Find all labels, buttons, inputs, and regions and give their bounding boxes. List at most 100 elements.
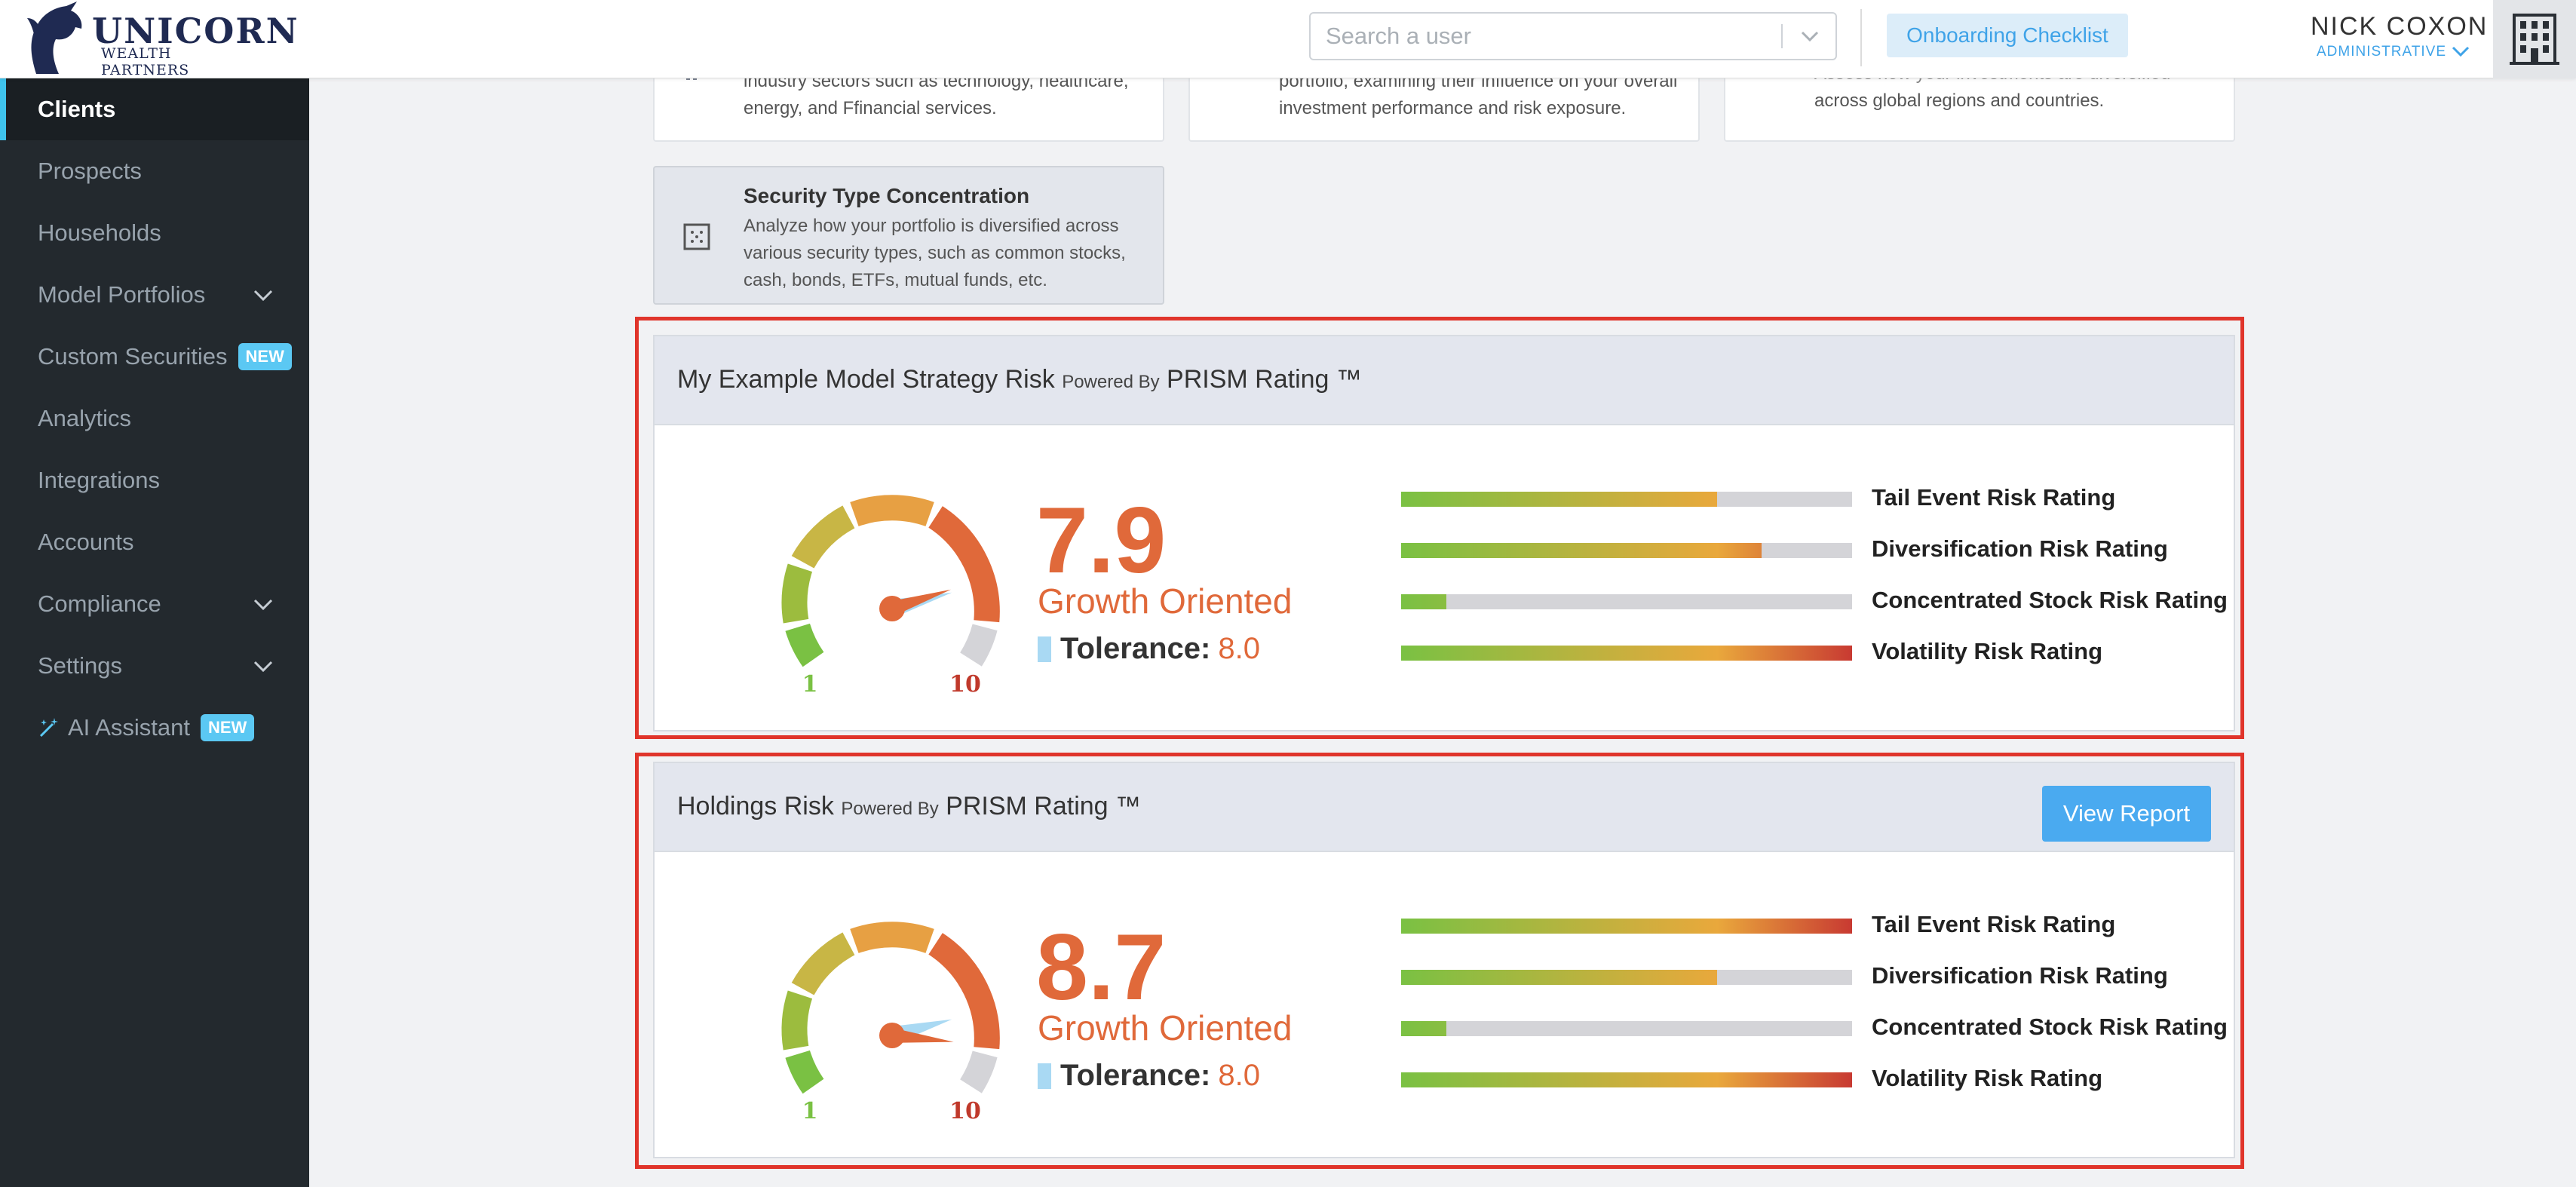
- panel-header: Holdings Risk Powered By PRISM Rating ™ …: [655, 763, 2234, 852]
- sidebar-item-label: Model Portfolios: [38, 281, 206, 308]
- sidebar-item-label: Prospects: [38, 158, 142, 184]
- diversification-risk-bar: [1401, 970, 1852, 985]
- tail-event-risk-bar: [1401, 919, 1852, 934]
- chevron-down-icon[interactable]: [252, 658, 274, 674]
- building-icon: [2510, 14, 2559, 65]
- card-title: Security Type Concentration: [744, 184, 1030, 207]
- bar-fill: [1401, 1072, 1852, 1087]
- risk-score: 7.9: [1036, 489, 1167, 593]
- concentrated-stock-risk-label: Concentrated Stock Risk Rating: [1872, 587, 2228, 613]
- view-report-button[interactable]: View Report: [2042, 786, 2211, 842]
- user-menu-chevron-icon[interactable]: [2449, 42, 2472, 60]
- holdings-risk-panel: Holdings Risk Powered By PRISM Rating ™ …: [653, 762, 2235, 1158]
- brand-name: UNICORN: [92, 11, 299, 51]
- header-divider: [1860, 9, 1862, 66]
- sidebar-item-compliance[interactable]: Compliance: [0, 573, 309, 635]
- volatility-risk-label: Volatility Risk Rating: [1872, 638, 2103, 664]
- onboarding-checklist-button[interactable]: Onboarding Checklist: [1887, 14, 2128, 57]
- gauge-seg-orange: [850, 922, 934, 954]
- tail-event-risk-label: Tail Event Risk Rating: [1872, 484, 2116, 511]
- gauge-seg-grey: [959, 1051, 998, 1093]
- sidebar-item-label: Settings: [38, 652, 123, 679]
- new-badge: NEW: [238, 343, 292, 370]
- brand-logo[interactable]: UNICORN WEALTH PARTNERS: [23, 2, 298, 78]
- score-needle: [889, 589, 951, 616]
- bar-fill: [1401, 1021, 1446, 1036]
- tolerance-label: Tolerance:: [1060, 1059, 1211, 1092]
- volatility-risk-label: Volatility Risk Rating: [1872, 1065, 2103, 1091]
- chevron-down-icon[interactable]: [252, 287, 274, 303]
- wand-icon: [38, 716, 60, 739]
- user-name[interactable]: NICK COXON: [2311, 12, 2489, 41]
- tolerance-value: 8.0: [1218, 632, 1260, 665]
- concentrated-stock-risk-bar: [1401, 1021, 1852, 1036]
- chevron-down-icon[interactable]: [1796, 24, 1823, 48]
- new-badge: NEW: [200, 714, 255, 741]
- gauge-seg-orange: [850, 495, 934, 527]
- bar-fill: [1401, 492, 1717, 507]
- gauge-seg-yellow: [791, 505, 855, 569]
- risk-tolerance: Tolerance: 8.0: [1038, 1059, 1260, 1093]
- analysis-card-text: industry sectors such as technology, hea…: [744, 71, 1129, 118]
- sidebar-item-label: Integrations: [38, 467, 160, 493]
- needle-hub: [879, 1023, 905, 1048]
- firm-switcher[interactable]: [2493, 0, 2576, 78]
- brand-subtitle: WEALTH PARTNERS: [101, 45, 190, 78]
- sidebar-item-accounts[interactable]: Accounts: [0, 511, 309, 573]
- gauge-seg-green: [785, 1050, 824, 1094]
- gauge-min-label: 1: [802, 1098, 818, 1122]
- chevron-down-icon[interactable]: [252, 596, 274, 612]
- sidebar-item-ai-assistant[interactable]: AI Assistant NEW: [0, 697, 309, 759]
- model-strategy-risk-panel: My Example Model Strategy Risk Powered B…: [653, 335, 2235, 732]
- sidebar-item-clients[interactable]: Clients: [0, 78, 309, 140]
- volatility-risk-bar: [1401, 646, 1852, 661]
- gauge-seg-lightgreen: [781, 990, 813, 1051]
- sidebar-item-analytics[interactable]: Analytics: [0, 388, 309, 449]
- bar-fill: [1401, 543, 1762, 558]
- tolerance-value: 8.0: [1218, 1059, 1260, 1092]
- panel-header: My Example Model Strategy Risk Powered B…: [655, 336, 2234, 425]
- bar-fill: [1401, 646, 1852, 661]
- sidebar-item-prospects[interactable]: Prospects: [0, 140, 309, 202]
- score-needle: [891, 1028, 954, 1043]
- user-search[interactable]: [1309, 12, 1837, 60]
- tail-event-risk-label: Tail Event Risk Rating: [1872, 911, 2116, 937]
- sidebar-item-model-portfolios[interactable]: Model Portfolios: [0, 264, 309, 326]
- gauge-min-label: 1: [802, 671, 818, 695]
- gauge-seg-lightgreen: [781, 563, 813, 624]
- sidebar-item-label: Analytics: [38, 405, 132, 431]
- sidebar-item-label: Accounts: [38, 529, 134, 555]
- concentrated-stock-risk-bar: [1401, 594, 1852, 609]
- search-input[interactable]: [1311, 14, 1763, 59]
- sidebar: Clients Prospects Households Model Portf…: [0, 78, 309, 1187]
- risk-orientation: Growth Oriented: [1038, 581, 1293, 621]
- tolerance-marker: [1038, 1063, 1051, 1089]
- risk-gauge: 1 10: [781, 495, 1000, 695]
- gauge-seg-yellow: [791, 932, 855, 995]
- panel-title: Holdings Risk Powered By PRISM Rating ™: [677, 792, 1142, 820]
- diversification-risk-label: Diversification Risk Rating: [1872, 962, 2168, 989]
- sidebar-item-custom-securities[interactable]: Custom Securities NEW: [0, 326, 309, 388]
- sidebar-item-settings[interactable]: Settings: [0, 635, 309, 697]
- bar-fill: [1401, 594, 1446, 609]
- security-type-concentration-card[interactable]: Security Type Concentration Analyze how …: [653, 166, 1164, 305]
- panel-title: My Example Model Strategy Risk Powered B…: [677, 365, 1362, 394]
- sidebar-item-households[interactable]: Households: [0, 202, 309, 264]
- volatility-risk-bar: [1401, 1072, 1852, 1087]
- gauge-seg-darkorange: [928, 933, 1000, 1050]
- risk-tolerance: Tolerance: 8.0: [1038, 632, 1260, 666]
- sidebar-item-integrations[interactable]: Integrations: [0, 449, 309, 511]
- top-bar: UNICORN WEALTH PARTNERS Onboarding Check…: [0, 0, 2576, 78]
- search-divider: [1781, 24, 1783, 48]
- needle-hub: [879, 596, 905, 621]
- diversification-risk-label: Diversification Risk Rating: [1872, 535, 2168, 562]
- gauge-max-label: 10: [949, 671, 981, 695]
- bar-fill: [1401, 919, 1852, 934]
- sidebar-item-label: Clients: [38, 96, 116, 122]
- concentrated-stock-risk-label: Concentrated Stock Risk Rating: [1872, 1014, 2228, 1040]
- risk-score: 8.7: [1036, 916, 1167, 1020]
- sidebar-item-label: Custom Securities: [38, 343, 228, 370]
- user-role[interactable]: ADMINISTRATIVE: [2317, 44, 2446, 60]
- gauge-seg-grey: [959, 624, 998, 667]
- grid-icon: [683, 223, 710, 250]
